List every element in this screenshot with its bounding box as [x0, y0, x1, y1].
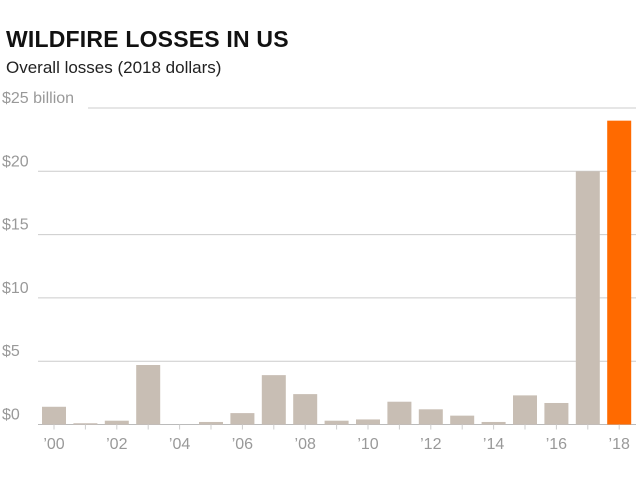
y-tick-label: $0 [2, 407, 20, 424]
bar-2007 [261, 375, 286, 425]
bar-2009 [324, 420, 349, 425]
chart-title: WILDFIRE LOSSES IN US [6, 26, 289, 52]
y-tick-label: $25 billion [2, 90, 74, 107]
bar-2016 [544, 402, 569, 425]
bar-2000 [42, 406, 66, 425]
x-tick-label: ’18 [609, 436, 630, 453]
bar-2010 [356, 419, 380, 425]
x-tick-label: ’08 [295, 436, 316, 453]
x-tick-label: ’02 [106, 436, 127, 453]
x-tick-label: ’14 [483, 436, 504, 453]
bar-2001 [73, 423, 98, 425]
x-tick-label: ’06 [232, 436, 253, 453]
bar-2011 [387, 401, 412, 425]
bar-2014 [481, 421, 506, 425]
x-tick-label: ’04 [169, 436, 190, 453]
y-tick-label: $10 [2, 280, 29, 297]
x-tick-label: ’12 [420, 436, 441, 453]
chart-subtitle: Overall losses (2018 dollars) [6, 58, 222, 77]
y-tick-label: $5 [2, 343, 20, 360]
bar-2005 [199, 421, 223, 425]
x-tick-label: ’00 [43, 436, 64, 453]
x-tick-label: ’16 [546, 436, 567, 453]
bar-2015 [513, 395, 537, 425]
bar-2018 [607, 120, 632, 425]
bar-2012 [418, 409, 443, 425]
x-tick-label: ’10 [357, 436, 378, 453]
bar-2003 [136, 364, 161, 425]
bar-2008 [293, 394, 318, 425]
y-tick-label: $15 [2, 217, 29, 234]
bar-2017 [575, 171, 600, 425]
bar-2013 [450, 415, 475, 425]
y-tick-label: $20 [2, 153, 29, 170]
bar-2002 [104, 420, 129, 425]
bar-2006 [230, 413, 255, 425]
